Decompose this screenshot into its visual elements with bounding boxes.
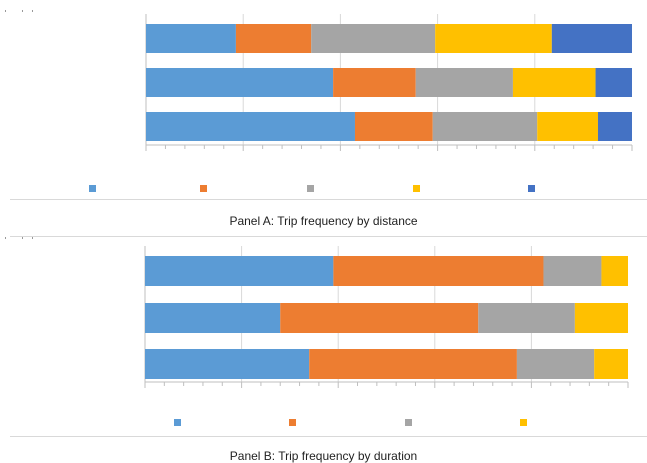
panel-a-bar-segment xyxy=(333,68,416,97)
panel-b-bar-segment xyxy=(145,349,310,379)
panel-a-caption: Panel A: Trip frequency by distance xyxy=(229,214,418,228)
panel-b-separator xyxy=(10,436,647,437)
panel-b-bar-segment xyxy=(601,256,628,286)
panel-a-bar-segment xyxy=(512,68,596,97)
panel-b-caption: Panel B: Trip frequency by duration xyxy=(229,449,418,463)
panel-a-bar-segment xyxy=(235,24,312,53)
panel-a-legend-marker xyxy=(413,185,420,192)
panel-b-bar-segment xyxy=(309,349,517,379)
panel-b-bar-segment xyxy=(333,256,544,286)
panel-a-bar-segment xyxy=(146,24,236,53)
panel-b-label-fragment xyxy=(0,237,40,239)
panel-b-bar-segment xyxy=(280,303,479,333)
panel-b-bar-segment xyxy=(478,303,575,333)
panel-b-legend-marker xyxy=(405,419,412,426)
panel-a-bar-segment xyxy=(435,24,552,53)
panel-b-legend-marker xyxy=(520,419,527,426)
panel-a-bar-segment xyxy=(595,68,632,97)
panel-a-bar-segment xyxy=(415,68,513,97)
panel-a-bar-segment xyxy=(146,112,355,141)
panel-a-legend-marker xyxy=(528,185,535,192)
panel-a-chart xyxy=(89,14,633,192)
panel-b-bar-segment xyxy=(516,349,595,379)
panel-b-bar-segment xyxy=(145,256,334,286)
panel-a-bar-segment xyxy=(146,68,334,97)
panel-b-bar-segment xyxy=(594,349,628,379)
panel-b-chart xyxy=(144,246,629,426)
panel-a-legend-marker xyxy=(89,185,96,192)
panel-a-bar-segment xyxy=(311,24,436,53)
panel-a-separator xyxy=(10,199,647,200)
panel-a-bar-segment xyxy=(597,112,632,141)
panel-a-label-fragment xyxy=(0,10,40,12)
panel-a-bar-segment xyxy=(551,24,632,53)
panel-a-legend-marker xyxy=(307,185,314,192)
panel-b-bar-segment xyxy=(543,256,602,286)
panel-a-bar-segment xyxy=(432,112,538,141)
panel-b-bar-segment xyxy=(145,303,281,333)
panel-a-legend-marker xyxy=(200,185,207,192)
panel-b-legend-marker xyxy=(289,419,296,426)
panel-divider xyxy=(10,236,647,237)
panel-b-bar-segment xyxy=(574,303,628,333)
panel-b-legend-marker xyxy=(174,419,181,426)
panel-a-bar-segment xyxy=(354,112,433,141)
panel-a-bar-segment xyxy=(537,112,598,141)
